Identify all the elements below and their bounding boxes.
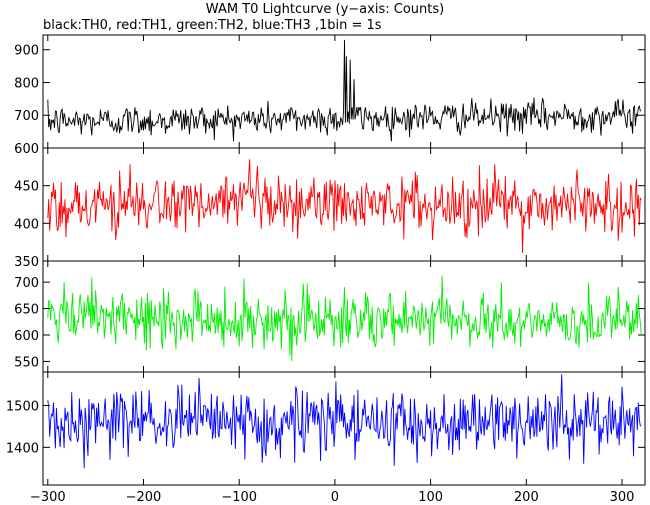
y-tick-label: 400 [14,217,39,232]
series-line-th0 [47,39,642,142]
series-line-th3 [47,374,642,469]
y-tick-label: 800 [14,76,39,91]
y-tick-label: 550 [14,355,39,370]
chart-subtitle: black:TH0, red:TH1, green:TH2, blue:TH3 … [43,18,382,33]
y-tick-label: 600 [14,142,39,157]
y-tick-label: 700 [14,109,39,124]
series-line-th1 [47,159,642,253]
panel-frame-th3 [42,371,646,486]
y-tick-label: 450 [14,180,39,195]
chart-title: WAM T0 Lightcurve (y−axis: Counts) [205,2,445,17]
x-tick-label: 100 [418,490,443,505]
y-tick-label: 700 [14,276,39,291]
x-tick-label: −300 [30,490,66,505]
series-line-th2 [47,275,642,362]
x-tick-label: −100 [221,490,257,505]
x-tick-label: −200 [126,490,162,505]
y-tick-label: 650 [14,303,39,318]
y-tick-label: 900 [14,44,39,59]
y-tick-label: 1400 [6,441,39,456]
x-tick-label: 0 [331,490,339,505]
x-tick-label: 200 [514,490,539,505]
x-tick-label: 300 [610,490,635,505]
y-tick-label: 350 [14,255,39,270]
y-tick-label: 600 [14,329,39,344]
y-tick-label: 1500 [6,399,39,414]
